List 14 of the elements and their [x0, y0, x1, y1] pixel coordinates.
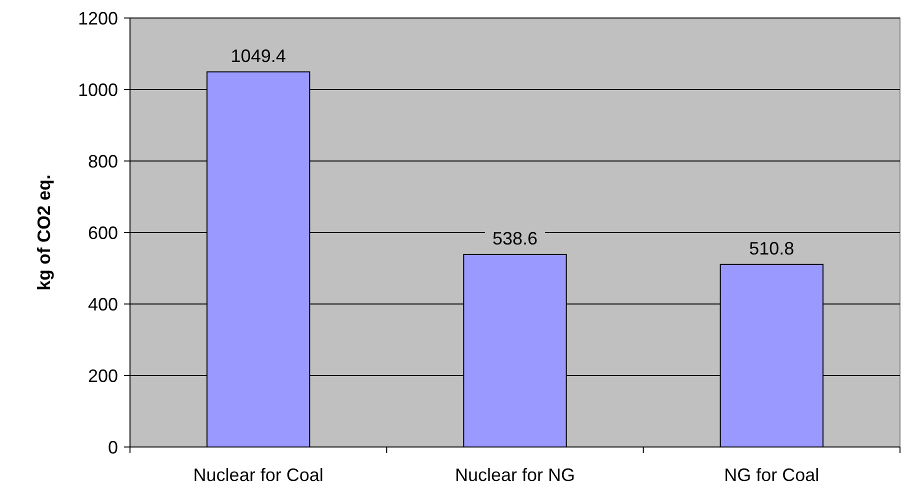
data-label: 1049.4 — [230, 46, 286, 66]
y-tick-label: 1000 — [78, 80, 118, 100]
y-tick-label: 0 — [108, 437, 118, 458]
y-tick-label: 600 — [88, 222, 118, 243]
y-tick-label: 200 — [88, 366, 118, 386]
data-label: 538.6 — [492, 228, 538, 248]
y-tick-label: 800 — [88, 151, 118, 172]
x-tick-label: NG for Coal — [724, 465, 820, 485]
y-axis-title: kg of CO2 eq. — [34, 174, 54, 291]
x-tick-label: Nuclear for Coal — [193, 465, 324, 485]
y-tick-label: 1200 — [78, 8, 118, 28]
y-tick-label: 400 — [88, 294, 118, 314]
x-tick-label: Nuclear for NG — [454, 465, 576, 485]
data-label: 510.8 — [749, 238, 794, 258]
